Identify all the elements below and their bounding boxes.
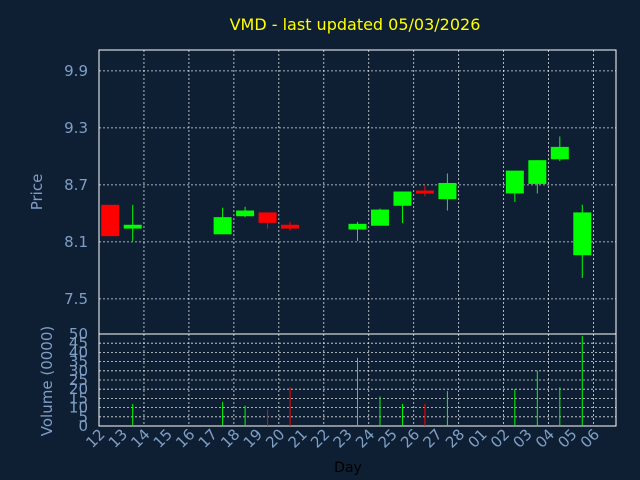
candle-body [213, 217, 232, 235]
volume-tick-label: 5 [78, 408, 88, 426]
price-tick-label: 8.7 [64, 176, 88, 194]
price-tick-label: 8.1 [64, 233, 88, 251]
volume-axis-label: Volume (0000) [38, 326, 56, 436]
volume-bars-group [132, 335, 583, 426]
candle-body [393, 191, 412, 206]
candle-body [236, 210, 255, 217]
price-tick-label: 9.9 [64, 62, 88, 80]
price-tick-label: 9.3 [64, 119, 88, 137]
volume-tick-label: 20 [69, 380, 88, 398]
candle-body [370, 209, 389, 226]
volume-tick-label: 45 [69, 334, 88, 352]
volume-tick-label: 30 [69, 362, 88, 380]
day-x-ticks: 1213141516171819202122232425262728010203… [82, 425, 603, 451]
candles-group [101, 136, 592, 278]
candle-body [258, 212, 277, 223]
price-y-ticks: 9.9 9.3 8.7 8.1 7.5 [64, 62, 88, 308]
candle-body [573, 212, 592, 256]
candle-body [550, 146, 569, 160]
candle-body [281, 224, 300, 229]
price-panel-frame [98, 49, 617, 335]
candle-body [101, 204, 120, 237]
price-grid [99, 50, 616, 334]
chart-title: VMD - last updated 05/03/2026 [230, 15, 481, 34]
candle-body [415, 190, 434, 194]
candle-body [528, 160, 547, 184]
volume-tick-label: 40 [69, 343, 88, 361]
volume-tick-label: 25 [69, 371, 88, 389]
day-tick-label: 06 [577, 425, 603, 451]
price-axis-label: Price [28, 174, 46, 211]
price-tick-label: 7.5 [64, 290, 88, 308]
candle-body [505, 170, 524, 194]
volume-tick-label: 10 [69, 399, 88, 417]
candle-body [438, 182, 457, 200]
volume-tick-label: 50 [69, 325, 88, 343]
volume-tick-label: 35 [69, 353, 88, 371]
volume-tick-label: 15 [69, 389, 88, 407]
x-axis-label: Day [334, 460, 362, 476]
candle-body [348, 223, 367, 230]
volume-tick-label: 0 [78, 417, 88, 435]
volume-grid [99, 333, 616, 427]
candle-body [123, 224, 142, 229]
